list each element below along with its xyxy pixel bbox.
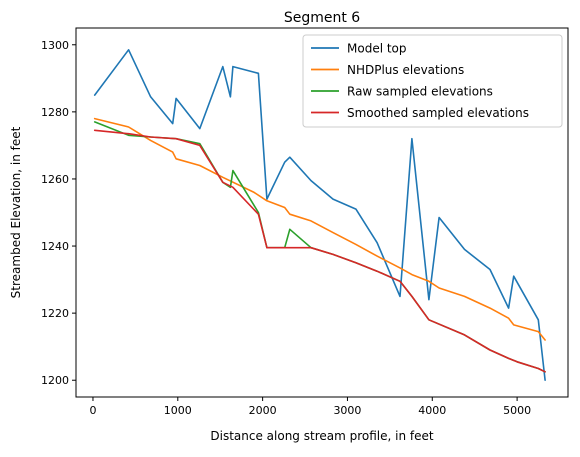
series-line-nhdplus-elevations <box>93 117 546 341</box>
y-tick-label: 1200 <box>41 374 69 387</box>
x-axis: 0 1000 2000 3000 4000 5000 <box>89 397 531 417</box>
chart-title: Segment 6 <box>284 10 360 26</box>
x-axis-label: Distance along stream profile, in feet <box>210 429 433 443</box>
legend-label: Raw sampled elevations <box>347 85 493 99</box>
y-tick-label: 1300 <box>41 39 69 52</box>
series-line-model-top <box>93 48 546 382</box>
x-tick-label: 4000 <box>418 404 446 417</box>
legend: Model top NHDPlus elevations Raw sampled e… <box>302 34 563 128</box>
x-tick-label: 5000 <box>503 404 531 417</box>
y-tick-label: 1260 <box>41 173 69 186</box>
plot-area-frame <box>75 27 569 398</box>
x-tick-label: 3000 <box>333 404 361 417</box>
x-tick-label: 2000 <box>249 404 277 417</box>
x-tick-label: 0 <box>89 404 96 417</box>
series-line-raw-sampled-elevations <box>93 121 546 373</box>
y-tick-label: 1280 <box>41 106 69 119</box>
legend-label: NHDPlus elevations <box>347 63 464 77</box>
y-tick-label: 1220 <box>41 307 69 320</box>
legend-label: Smoothed sampled elevations <box>347 106 529 120</box>
y-tick-label: 1240 <box>41 240 69 253</box>
x-tick-label: 1000 <box>164 404 192 417</box>
series-layer <box>93 48 546 382</box>
series-line-smoothed-sampled-elevations <box>93 129 546 373</box>
y-axis-label: Streambed Elevation, in feet <box>9 126 23 298</box>
legend-label: Model top <box>347 42 407 56</box>
legend-box <box>302 34 563 128</box>
y-axis: 1200 1220 1240 1260 1280 1300 <box>41 39 76 387</box>
